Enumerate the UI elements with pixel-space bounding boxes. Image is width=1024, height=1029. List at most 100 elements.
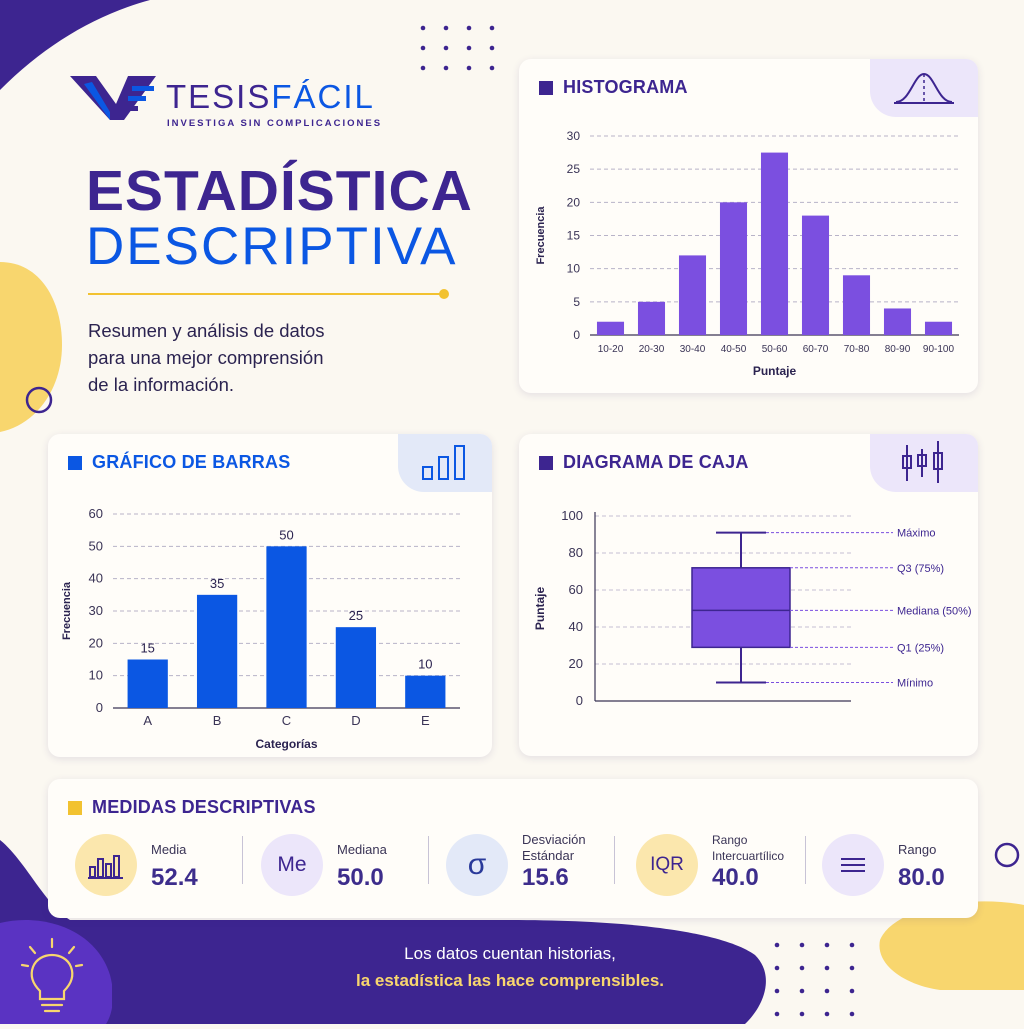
annotation-label: Q3 (75%) [897, 563, 944, 575]
stat-media-value: 52.4 [151, 864, 198, 891]
y-tick-label: 40 [89, 571, 103, 586]
y-tick-label: 25 [567, 162, 581, 176]
yellow-blob-left [0, 262, 62, 432]
purple-footer-band [0, 920, 766, 1024]
measures-card: MEDIDAS DESCRIPTIVAS [48, 779, 978, 918]
y-tick-label: 20 [567, 195, 581, 209]
data-label: 35 [210, 576, 224, 591]
y-tick-label: 0 [96, 700, 103, 715]
stat-rango-value: 80.0 [898, 864, 945, 891]
stat-iqr-label: Rango Intercuartílico [712, 832, 784, 864]
hero-subtitle: Resumen y análisis de datos para una mej… [88, 317, 325, 398]
stat-divider [805, 836, 806, 884]
bar-D [335, 627, 377, 708]
box-plot-title-text: DIAGRAMA DE CAJA [563, 452, 749, 472]
bar-chart-title: GRÁFICO DE BARRAS [68, 452, 290, 473]
annotation-label: Mínimo [897, 678, 933, 690]
purple-blob-bottom-left [0, 840, 70, 920]
y-tick-label: 60 [89, 506, 103, 521]
x-axis-label: Categorías [255, 737, 317, 751]
y-tick-label: 30 [567, 129, 581, 143]
dot-grid-top [420, 25, 495, 71]
x-tick-label: 40-50 [721, 344, 747, 355]
y-tick-label: 100 [561, 508, 583, 523]
annotation-label: Q1 (25%) [897, 642, 944, 654]
bar-C [266, 546, 307, 708]
bar-10-20 [596, 321, 625, 335]
stat-iqr-label-line2: Intercuartílico [712, 849, 785, 863]
stat-iqr-value: 40.0 [712, 864, 759, 891]
brand-name: TESISFÁCIL [166, 78, 375, 116]
stat-media-label: Media [151, 842, 187, 857]
lightbulb-badge [0, 915, 113, 1024]
box-plot-title-marker [539, 455, 553, 470]
histogram-title-text: HISTOGRAMA [563, 77, 688, 97]
bar-chart-corner [398, 434, 492, 492]
bar-50-60 [760, 152, 789, 335]
y-tick-label: 0 [576, 693, 583, 708]
bar-30-40 [678, 255, 707, 335]
stat-media-icon-circle [75, 834, 137, 896]
x-tick-label: D [351, 713, 360, 728]
x-tick-label: 30-40 [680, 344, 706, 355]
x-tick-label: E [421, 713, 430, 728]
stat-mediana-label: Mediana [337, 842, 387, 857]
bar-20-30 [637, 301, 666, 335]
menu-lines-icon [841, 858, 865, 872]
stat-desviacion-symbol: σ [446, 834, 508, 896]
measures-title: MEDIDAS DESCRIPTIVAS [68, 797, 316, 818]
y-tick-label: 15 [567, 229, 581, 243]
hero-subtitle-line2: para una mejor comprensión [88, 347, 324, 368]
dot-grid-bottom [774, 942, 855, 1017]
box-plot-card: DIAGRAMA DE CAJA 0 20 40 60 80 100 Máximo Q3 (7… [519, 434, 978, 756]
histogram-chart: 0 5 10 15 20 25 30 10-20 20-30 30-40 40-50 50-60 60-… [535, 129, 959, 378]
hero-title-line1: ESTADÍSTICA [86, 159, 473, 223]
bar-60-70 [801, 215, 830, 335]
hero-subtitle-line3: de la información. [88, 374, 235, 395]
brand-name-part1: TESIS [166, 78, 272, 115]
stat-media: Media 52.4 [75, 830, 235, 900]
bar-chart: 0 10 20 30 40 50 60 A 15 B 35 C 50 D 25 E 10 Categorías Fr… [61, 506, 460, 751]
y-axis-label: Frecuencia [535, 206, 547, 265]
x-tick-label: B [213, 713, 222, 728]
bar-90-100 [924, 321, 953, 335]
brand-logo-mark [70, 76, 156, 120]
brand-logo: TESISFÁCIL INVESTIGA SIN COMPLICACIONES [70, 72, 390, 132]
x-tick-label: 50-60 [762, 344, 788, 355]
bar-80-90 [883, 308, 912, 335]
y-tick-label: 10 [89, 668, 103, 683]
lightbulb-icon [0, 919, 113, 1024]
x-axis-label: Puntaje [753, 364, 797, 378]
hero-underline [88, 289, 449, 299]
x-tick-label: 20-30 [639, 344, 665, 355]
y-tick-label: 80 [569, 545, 583, 560]
bar-B [196, 594, 238, 708]
stat-desviacion-label: Desviación Estándar [522, 832, 586, 864]
hero-title-line2: DESCRIPTIVA [86, 217, 458, 276]
box-plot-icon [902, 441, 943, 483]
bar-E [405, 675, 446, 708]
stat-mediana-symbol: Me [261, 834, 323, 896]
y-tick-label: 20 [569, 656, 583, 671]
bell-curve-icon [894, 72, 954, 104]
stat-iqr: IQR Rango Intercuartílico 40.0 [636, 830, 811, 900]
y-axis-label: Puntaje [533, 587, 547, 631]
stat-rango-label: Rango [898, 842, 937, 857]
stat-iqr-label-line1: Rango [712, 833, 748, 847]
y-tick-label: 30 [89, 603, 103, 618]
purple-blob-top-left [0, 0, 150, 90]
brand-tagline: INVESTIGA SIN COMPLICACIONES [167, 118, 383, 129]
box-plot-corner [870, 434, 978, 492]
histogram-title: HISTOGRAMA [539, 77, 688, 98]
stat-rango-icon-circle [822, 834, 884, 896]
stat-rango: Rango 80.0 [822, 830, 972, 900]
footer-line2: la estadística las hace comprensibles. [355, 971, 665, 990]
iqr-box [691, 567, 791, 649]
bar-chart-title-text: GRÁFICO DE BARRAS [92, 452, 291, 472]
annotation-label: Mediana (50%) [897, 605, 972, 617]
annotation-label: Máximo [897, 528, 936, 540]
stat-divider [428, 836, 429, 884]
stat-desviacion-label-line1: Desviación [522, 832, 586, 847]
stat-divider [614, 836, 615, 884]
